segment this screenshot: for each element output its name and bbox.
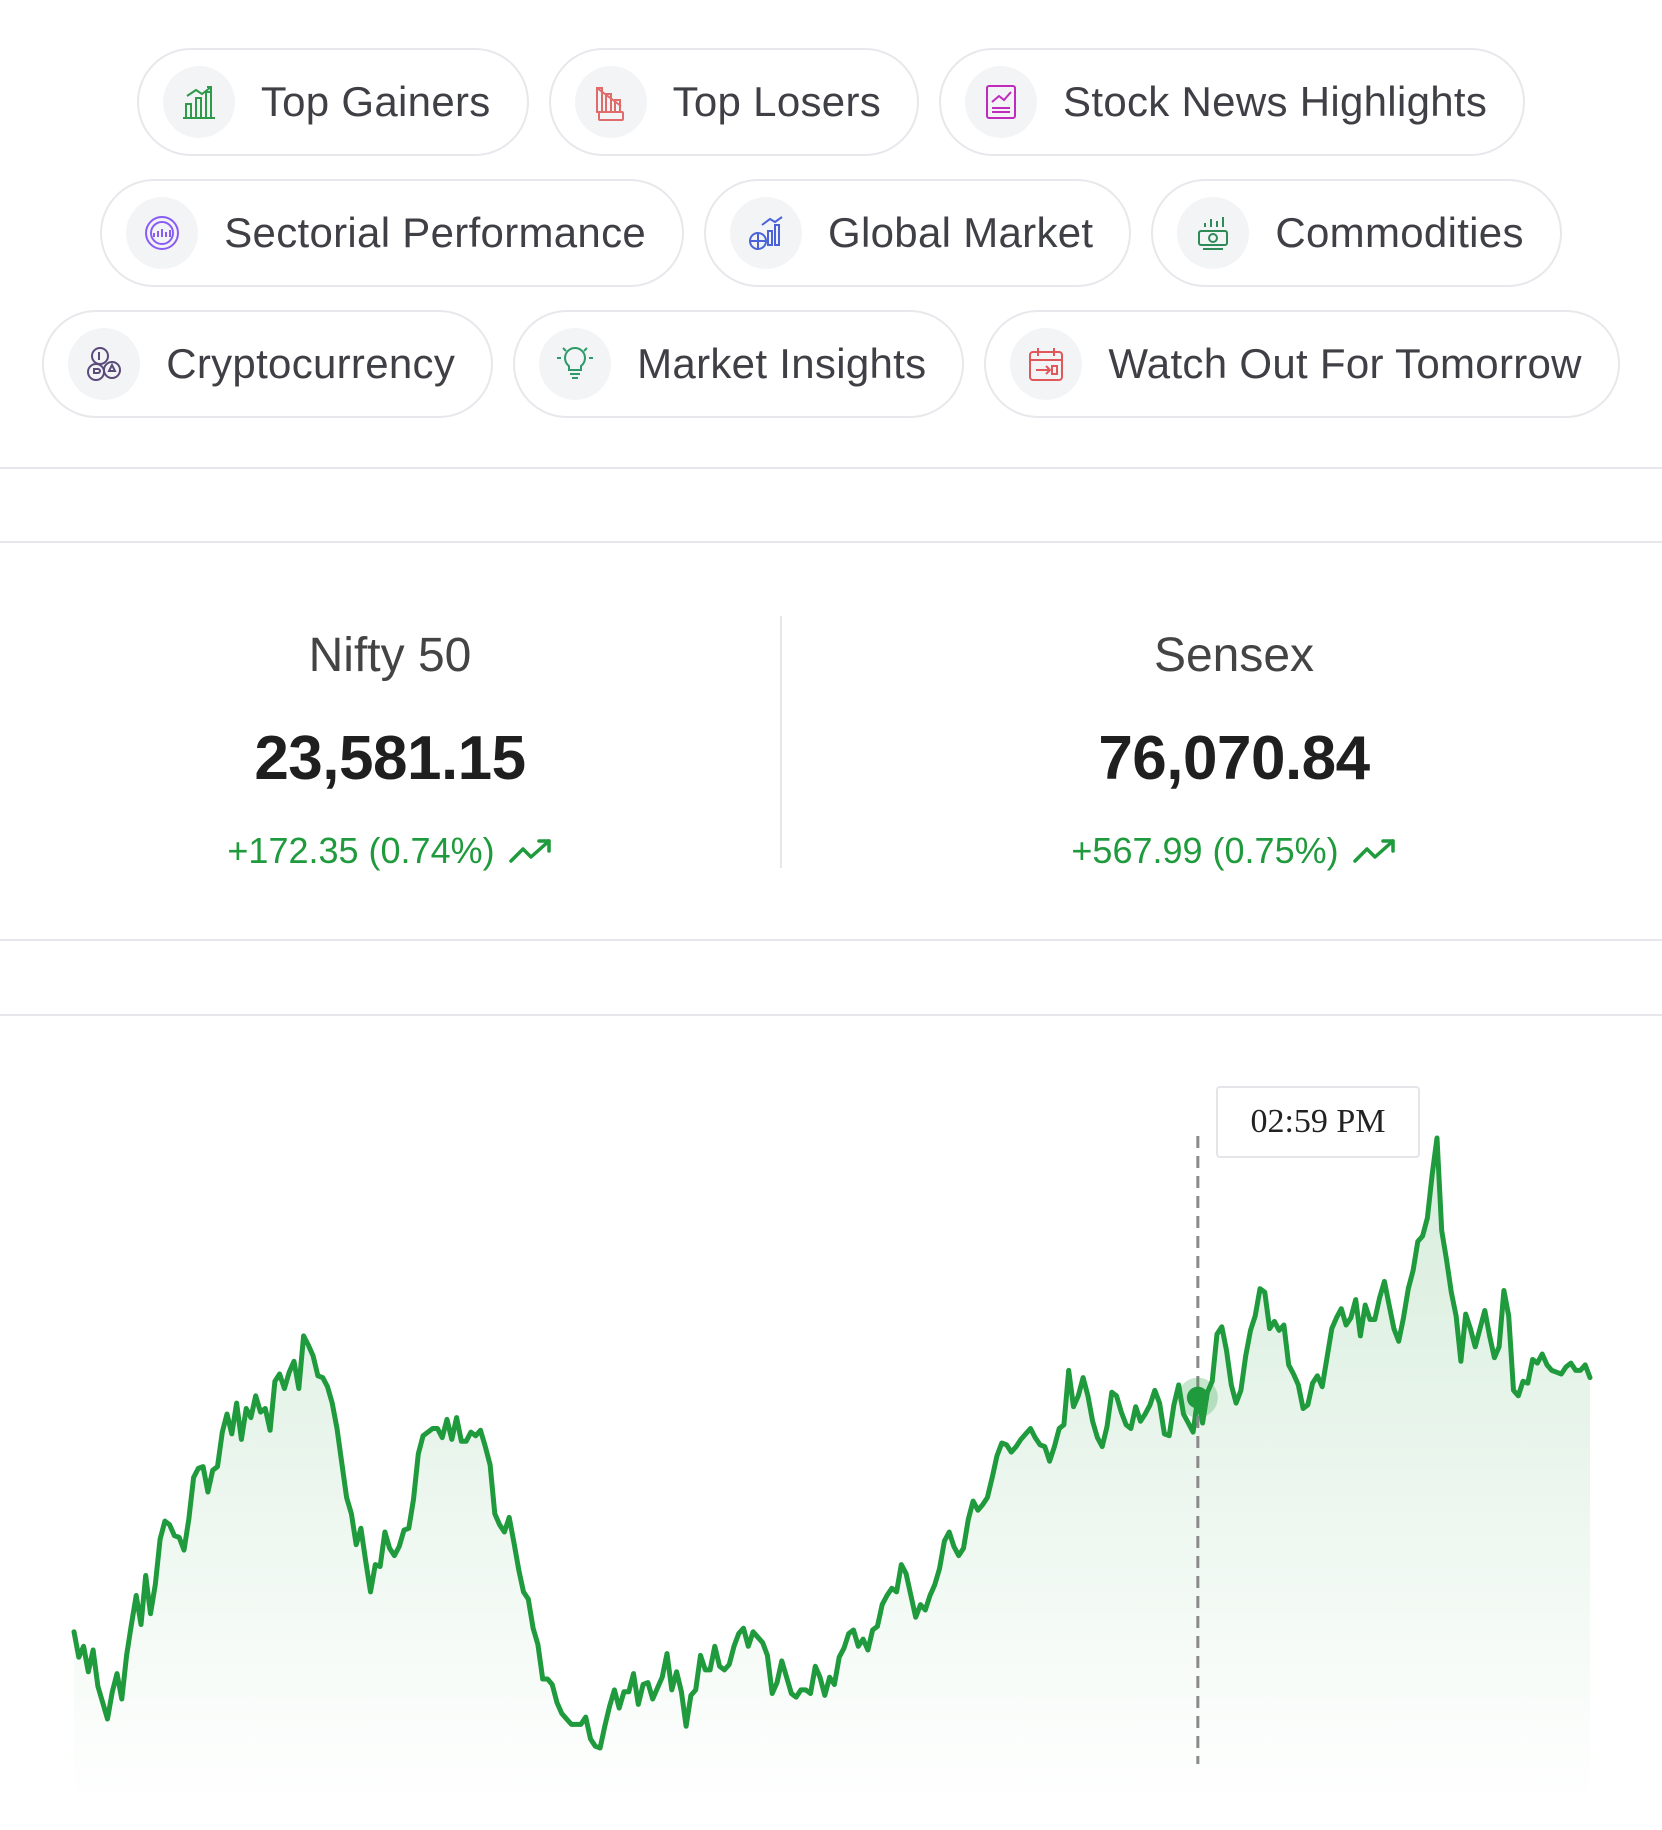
- chip-stock-news[interactable]: Stock News Highlights: [939, 48, 1526, 156]
- chip-label: Watch Out For Tomorrow: [1108, 340, 1582, 387]
- index-change-text: +567.99 (0.75%): [1071, 830, 1339, 871]
- divider: [0, 541, 1662, 543]
- chip-global-market[interactable]: Global Market: [704, 179, 1132, 287]
- stock-news-icon: [965, 66, 1038, 138]
- divider: [0, 1014, 1662, 1016]
- chart-tooltip: 02:59 PM: [1216, 1086, 1420, 1158]
- chip-label: Market Insights: [637, 340, 927, 387]
- chip-label: Sectorial Performance: [224, 209, 647, 256]
- chip-label: Top Gainers: [260, 78, 491, 125]
- watch-out-tomorrow-icon: [1010, 328, 1083, 400]
- index-separator: [780, 616, 782, 868]
- index-card-sensex[interactable]: Sensex 76,070.84 +567.99 (0.75%): [844, 560, 1624, 872]
- top-losers-icon: [574, 66, 647, 138]
- index-change: +172.35 (0.74%): [0, 830, 780, 872]
- chip-label: Top Losers: [672, 78, 882, 125]
- index-value: 23,581.15: [254, 724, 526, 793]
- chip-top-gainers[interactable]: Top Gainers: [136, 48, 529, 156]
- chip-cryptocurrency[interactable]: Cryptocurrency: [42, 310, 494, 418]
- intraday-chart[interactable]: 02:59 PM: [0, 1016, 1662, 1806]
- trend-up-icon: [1352, 839, 1395, 863]
- commodities-icon: [1177, 197, 1250, 269]
- divider: [0, 467, 1662, 469]
- index-card-nifty[interactable]: Nifty 50 23,581.15 +172.35 (0.74%): [0, 560, 780, 872]
- chip-watch-out-tomorrow[interactable]: Watch Out For Tomorrow: [984, 310, 1620, 418]
- trend-up-icon: [508, 839, 551, 863]
- index-change-text: +172.35 (0.74%): [227, 830, 495, 871]
- chip-label: Commodities: [1275, 209, 1524, 256]
- chip-top-losers[interactable]: Top Losers: [548, 48, 920, 156]
- top-gainers-icon: [162, 66, 235, 138]
- chip-label: Stock News Highlights: [1063, 78, 1488, 125]
- highlight-point: [1186, 1386, 1209, 1409]
- nav-chips-row-1: Top Gainers Top Losers Stock News Highli…: [0, 48, 1662, 156]
- global-market-icon: [730, 197, 803, 269]
- index-change: +567.99 (0.75%): [844, 830, 1624, 872]
- index-name: Sensex: [1153, 629, 1315, 682]
- market-insights-icon: [539, 328, 612, 400]
- nav-chips-row-3: Cryptocurrency Market Insights Watch Out…: [0, 310, 1662, 418]
- chip-label: Global Market: [828, 209, 1094, 256]
- tooltip-time: 02:59 PM: [1250, 1103, 1386, 1140]
- chart-svg: [71, 1135, 1593, 1806]
- sectorial-performance-icon: [126, 197, 199, 269]
- divider: [0, 939, 1662, 941]
- cryptocurrency-icon: [68, 328, 141, 400]
- chart-line: [71, 1135, 1593, 1751]
- chip-commodities[interactable]: Commodities: [1151, 179, 1562, 287]
- chip-label: Cryptocurrency: [166, 340, 456, 387]
- chip-market-insights[interactable]: Market Insights: [513, 310, 965, 418]
- chip-sectorial-performance[interactable]: Sectorial Performance: [100, 179, 685, 287]
- chart-area-fill: [74, 1138, 1590, 1806]
- nav-chips-row-2: Sectorial Performance Global Market Comm…: [0, 179, 1662, 287]
- index-name: Nifty 50: [308, 629, 472, 682]
- index-value: 76,070.84: [1098, 724, 1370, 793]
